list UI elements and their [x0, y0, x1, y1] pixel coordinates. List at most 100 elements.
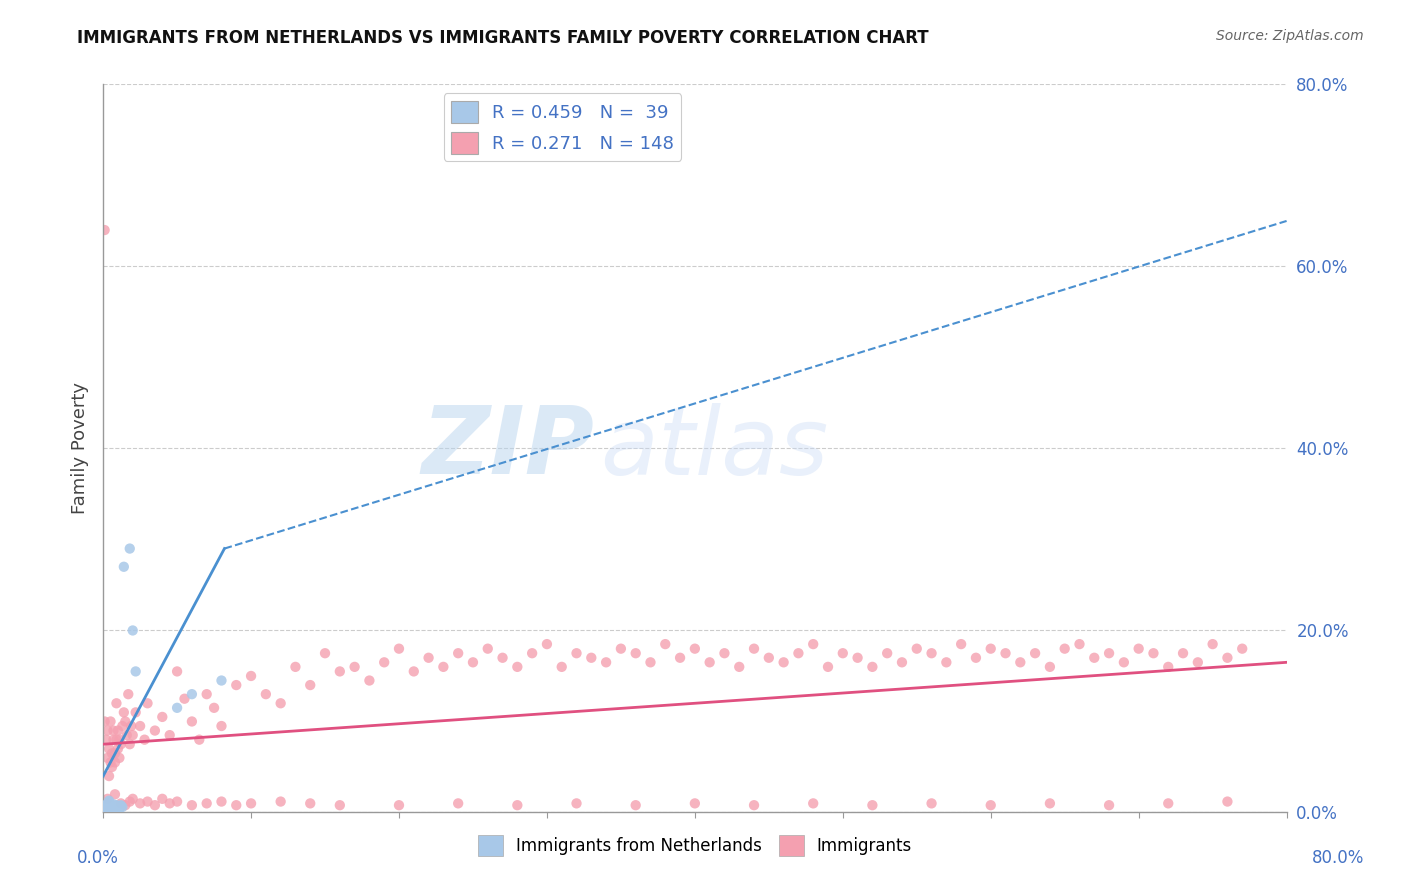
Point: [103, 732, 125, 747]
Point: [1098, 646, 1121, 660]
Point: [108, 751, 131, 765]
Point: [728, 660, 751, 674]
Point: [104, 802, 127, 816]
Point: [104, 787, 127, 801]
Point: [359, 673, 381, 688]
Point: [787, 646, 810, 660]
Point: [388, 798, 411, 813]
Point: [742, 798, 765, 813]
Point: [270, 696, 292, 710]
Point: [94, 805, 117, 819]
Point: [180, 714, 202, 729]
Point: [965, 650, 987, 665]
Point: [418, 650, 440, 665]
Point: [1053, 641, 1076, 656]
Text: IMMIGRANTS FROM NETHERLANDS VS IMMIGRANTS FAMILY POVERTY CORRELATION CHART: IMMIGRANTS FROM NETHERLANDS VS IMMIGRANT…: [77, 29, 929, 46]
Point: [180, 687, 202, 701]
Point: [180, 798, 202, 813]
Y-axis label: Family Poverty: Family Poverty: [72, 383, 89, 515]
Point: [97, 799, 120, 814]
Point: [1216, 795, 1239, 809]
Point: [195, 687, 218, 701]
Point: [447, 797, 470, 811]
Point: [107, 803, 129, 817]
Point: [1098, 798, 1121, 813]
Point: [108, 732, 131, 747]
Point: [101, 800, 124, 814]
Point: [97, 723, 120, 738]
Point: [860, 798, 883, 813]
Point: [447, 646, 470, 660]
Point: [388, 641, 411, 656]
Point: [110, 798, 132, 813]
Point: [150, 792, 173, 806]
Point: [104, 747, 127, 761]
Point: [565, 797, 588, 811]
Point: [1216, 650, 1239, 665]
Point: [93, 801, 115, 815]
Point: [100, 799, 122, 814]
Point: [801, 637, 824, 651]
Point: [1157, 660, 1180, 674]
Point: [108, 802, 131, 816]
Point: [104, 803, 127, 817]
Point: [118, 795, 141, 809]
Point: [536, 637, 558, 651]
Point: [299, 797, 322, 811]
Legend: R = 0.459   N =  39, R = 0.271   N = 148: R = 0.459 N = 39, R = 0.271 N = 148: [443, 94, 682, 161]
Point: [758, 650, 780, 665]
Point: [211, 673, 233, 688]
Point: [683, 641, 706, 656]
Point: [143, 723, 166, 738]
Text: 80.0%: 80.0%: [1312, 849, 1364, 867]
Point: [159, 728, 181, 742]
Point: [860, 660, 883, 674]
Point: [129, 719, 152, 733]
Point: [831, 646, 853, 660]
Point: [1171, 646, 1194, 660]
Point: [98, 801, 121, 815]
Point: [1069, 637, 1091, 651]
Point: [980, 641, 1002, 656]
Point: [93, 714, 115, 729]
Point: [950, 637, 973, 651]
Text: atlas: atlas: [600, 403, 828, 494]
Point: [150, 710, 173, 724]
Point: [1039, 797, 1062, 811]
Point: [980, 798, 1002, 813]
Point: [1187, 656, 1209, 670]
Point: [624, 646, 647, 660]
Point: [110, 797, 132, 811]
Point: [565, 646, 588, 660]
Point: [97, 802, 120, 816]
Point: [121, 792, 143, 806]
Point: [115, 728, 138, 742]
Point: [103, 797, 125, 812]
Point: [1010, 656, 1032, 670]
Point: [108, 801, 131, 815]
Point: [506, 798, 529, 813]
Point: [270, 795, 292, 809]
Point: [432, 660, 454, 674]
Point: [143, 798, 166, 813]
Point: [114, 798, 136, 813]
Point: [713, 646, 735, 660]
Point: [211, 795, 233, 809]
Point: [329, 798, 352, 813]
Point: [225, 798, 247, 813]
Point: [610, 641, 633, 656]
Point: [846, 650, 869, 665]
Point: [402, 665, 425, 679]
Point: [136, 795, 159, 809]
Point: [624, 798, 647, 813]
Point: [98, 741, 121, 756]
Point: [114, 714, 136, 729]
Point: [935, 656, 957, 670]
Point: [225, 678, 247, 692]
Point: [1112, 656, 1135, 670]
Point: [188, 732, 211, 747]
Point: [94, 732, 117, 747]
Point: [699, 656, 721, 670]
Point: [129, 797, 152, 811]
Point: [112, 559, 135, 574]
